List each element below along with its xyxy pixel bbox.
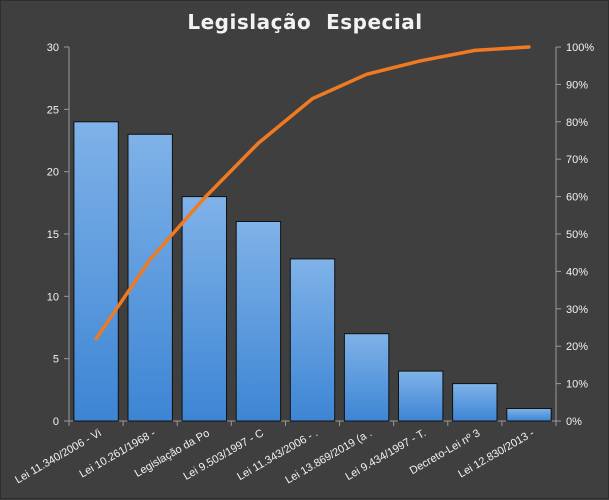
left-axis-tick-label: 20	[47, 167, 59, 179]
bar	[73, 121, 119, 422]
right-axis-tick-label: 30%	[566, 304, 588, 316]
left-axis-tick-label: 15	[47, 229, 59, 241]
right-axis-tick-label: 90%	[566, 79, 588, 91]
right-axis-tick-label: 40%	[566, 266, 588, 278]
bar-series	[73, 121, 552, 422]
category-tick-label: Lei 11.340/2006 - Vi	[13, 427, 103, 486]
right-axis-tick-label: 100%	[566, 42, 594, 54]
left-axis-tick-labels: 0 5 10 15 20 25 30	[47, 42, 59, 428]
left-axis-tick-label: 30	[47, 42, 59, 54]
bar	[343, 333, 390, 422]
left-axis-tick-label: 0	[53, 416, 59, 428]
left-axis-tick-label: 5	[53, 354, 59, 366]
right-axis-tick-label: 50%	[566, 229, 588, 241]
bar	[506, 408, 552, 422]
right-axis-tick-label: 0%	[566, 416, 582, 428]
right-axis-tick-label: 10%	[566, 379, 588, 391]
bar	[235, 221, 282, 422]
cumulative-line	[94, 45, 531, 341]
bar	[398, 370, 444, 422]
right-axis-tick-label: 60%	[566, 192, 588, 204]
cumulative-line-series	[94, 45, 531, 341]
right-axis-tick-label: 80%	[566, 117, 588, 129]
bar	[289, 258, 336, 422]
bar	[181, 196, 228, 422]
chart-title: Legislação Especial	[187, 10, 422, 34]
bar	[452, 383, 498, 422]
left-axis-tick-label: 10	[47, 291, 59, 303]
right-axis-tick-label: 20%	[566, 341, 588, 353]
left-axis-tick-label: 25	[47, 104, 59, 116]
right-axis-tick-label: 70%	[566, 154, 588, 166]
bar	[127, 133, 173, 422]
right-axis-tick-labels: 0% 10% 20% 30% 40% 50% 60% 70% 80% 90% 100%	[566, 42, 594, 428]
